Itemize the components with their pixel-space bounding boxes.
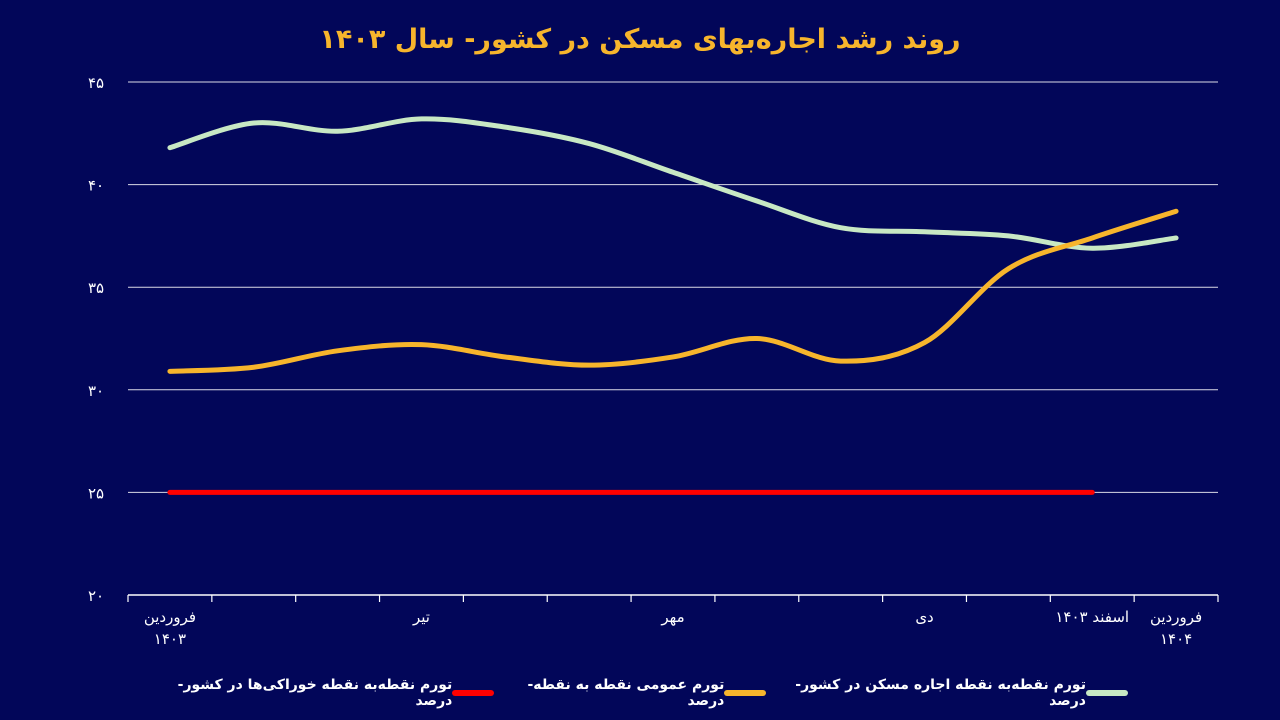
series-line	[167, 208, 1179, 374]
legend-label: تورم نقطه‌به نقطه خوراکی‌ها در کشور- درص…	[177, 677, 453, 709]
x-tick-label: تیر	[412, 608, 430, 626]
x-tick-label: فروردین ۱۴۰۴	[1150, 608, 1202, 648]
legend-swatch	[1085, 690, 1128, 696]
x-tick-label: فروردین ۱۴۰۳	[144, 608, 196, 648]
legend-item: تورم نقطه‌به نقطه اجاره مسکن در کشور- در…	[768, 677, 1130, 709]
legend-label: تورم نقطه‌به نقطه اجاره مسکن در کشور- در…	[795, 677, 1086, 709]
y-tick-label: ۲۰	[88, 587, 104, 605]
y-tick-label: ۳۵	[88, 279, 104, 297]
x-tick-label: اسفند ۱۴۰۳	[1055, 608, 1129, 626]
chart-title: روند رشد اجاره‌بهای مسکن در کشور- سال ۱۴…	[319, 24, 961, 55]
y-tick-label: ۲۵	[88, 484, 104, 502]
y-tick-label: ۳۰	[88, 382, 104, 400]
y-tick-label: ۴۰	[88, 177, 104, 195]
chart-legend: تورم نقطه‌به نقطه اجاره مسکن در کشور- در…	[150, 677, 1130, 709]
legend-label: تورم عمومی نقطه به نقطه- درصد	[527, 677, 725, 709]
legend-item: تورم نقطه‌به نقطه خوراکی‌ها در کشور- درص…	[150, 677, 496, 709]
x-tick-label: مهر	[660, 608, 684, 626]
legend-swatch	[724, 690, 767, 696]
legend-item: تورم عمومی نقطه به نقطه- درصد	[496, 677, 768, 709]
y-tick-label: ۴۵	[88, 74, 104, 92]
legend-swatch	[452, 690, 495, 696]
series-line	[167, 116, 1179, 251]
x-tick-label: دی	[915, 608, 933, 626]
line-chart: ۲۰ ۲۵ ۳۰ ۳۵ ۴۰ ۴۵ فروردین ۱۴۰۳ تیر مهر دی اسفند ۱۴۰…	[88, 74, 1219, 648]
